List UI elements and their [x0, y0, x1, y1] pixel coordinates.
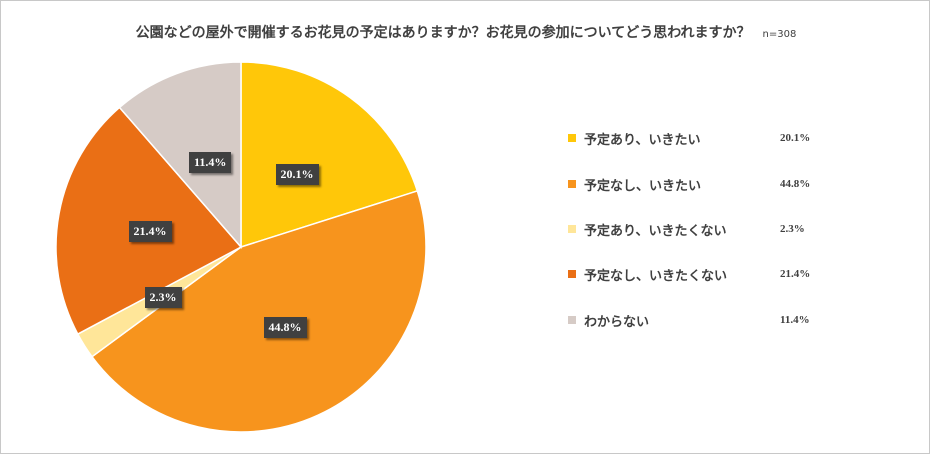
legend-item: 予定あり、いきたくない	[568, 219, 726, 239]
legend-item: 予定なし、いきたい	[568, 174, 701, 194]
legend-value: 21.4%	[780, 268, 811, 280]
legend-swatch	[568, 180, 576, 188]
chart-title-row: 公園などの屋外で開催するお花見の予定はありますか？お花見の参加についてどう思われ…	[1, 22, 930, 42]
legend-swatch	[568, 134, 576, 142]
data-label: 20.1%	[275, 163, 319, 185]
legend-value: 20.1%	[780, 132, 811, 144]
chart-title: 公園などの屋外で開催するお花見の予定はありますか？お花見の参加についてどう思われ…	[135, 25, 751, 41]
legend-swatch	[568, 225, 576, 233]
data-label: 2.3%	[144, 286, 182, 308]
legend-label: 予定あり、いきたくない	[584, 222, 727, 238]
data-label: 21.4%	[128, 220, 172, 242]
legend-label: 予定あり、いきたい	[584, 131, 701, 147]
data-label: 11.4%	[189, 151, 232, 173]
legend-item: 予定あり、いきたい	[568, 128, 700, 148]
legend-item: わからない	[568, 310, 649, 330]
legend-value: 44.8%	[780, 178, 811, 190]
legend-label: 予定なし、いきたい	[584, 177, 702, 193]
legend-swatch	[568, 316, 576, 324]
legend-value: 11.4%	[780, 314, 810, 326]
legend-swatch	[568, 270, 576, 278]
sample-size-note: n=308	[762, 29, 797, 40]
legend-value: 2.3%	[780, 223, 805, 235]
pie-slice	[118, 61, 242, 250]
legend-label: 予定なし、いきたくない	[584, 267, 728, 283]
pie-slice	[240, 61, 419, 249]
pie-slice	[90, 189, 427, 433]
legend-item: 予定なし、いきたくない	[568, 264, 727, 284]
legend-label: わからない	[584, 313, 650, 329]
data-label: 44.8%	[263, 316, 307, 338]
